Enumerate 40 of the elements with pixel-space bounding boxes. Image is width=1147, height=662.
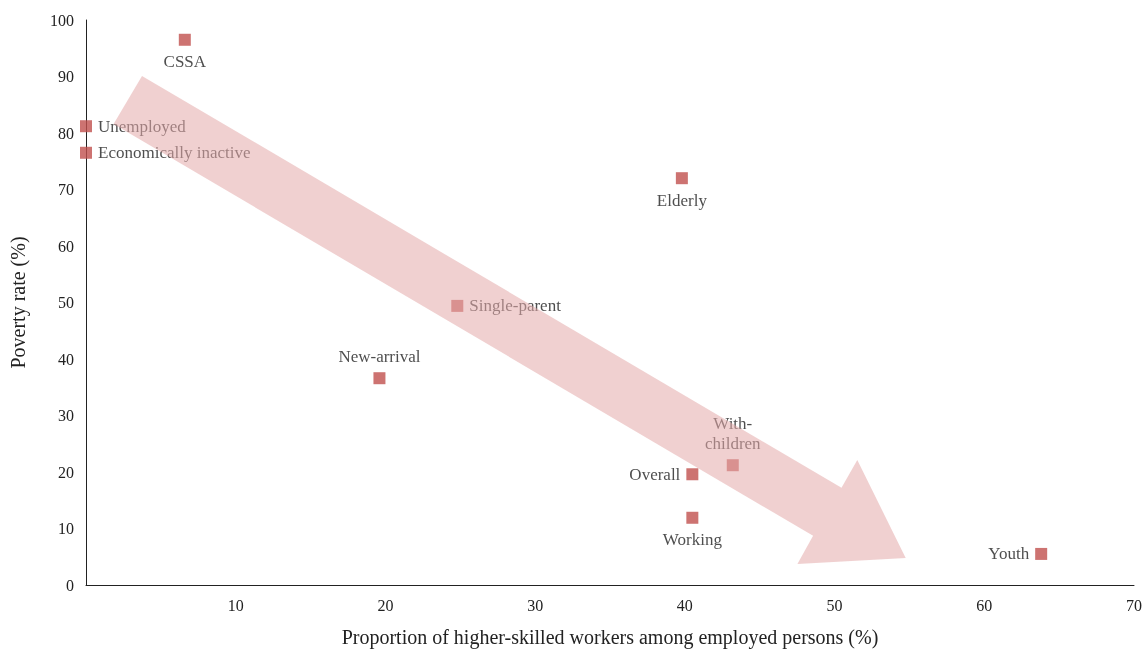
y-tick-label: 10 <box>58 520 74 537</box>
y-tick-label: 40 <box>58 350 74 368</box>
point <box>726 459 739 472</box>
annotation: Unemployed <box>98 116 187 136</box>
annotation: Elderly <box>656 190 708 210</box>
y-tick-label: 30 <box>58 407 74 424</box>
x-tick-label: 70 <box>1126 596 1142 614</box>
point <box>1035 547 1048 560</box>
x-tick-label: 60 <box>976 596 993 614</box>
point <box>686 468 699 481</box>
x-tick-label: 20 <box>377 596 394 614</box>
y-tick-label: 20 <box>58 463 74 481</box>
x-tick-label: 40 <box>676 596 693 614</box>
y-axis-title: Poverty rate (%) <box>7 236 30 369</box>
x-tick-label: 50 <box>826 596 843 614</box>
point <box>80 146 92 159</box>
y-tick-label: 70 <box>58 181 74 198</box>
annotation: New-arrival <box>338 346 421 366</box>
x-tick-label: 10 <box>227 596 244 614</box>
annotation: CSSA <box>163 52 207 72</box>
y-tick-label: 50 <box>58 294 74 311</box>
x-axis-title: Proportion of higher-skilled workers among employed persons (%) <box>341 626 879 649</box>
x-tick-label: 30 <box>527 596 544 614</box>
point <box>80 120 92 133</box>
annotation: Overall <box>629 464 681 484</box>
annotation: Youth <box>988 544 1030 564</box>
annotation: Single-parent <box>469 296 562 316</box>
point <box>686 511 699 524</box>
point <box>675 172 688 185</box>
point <box>373 372 386 385</box>
annotation: Economically inactive <box>98 143 251 163</box>
y-tick-label: 0 <box>66 576 74 594</box>
annotation: With- children <box>704 413 762 453</box>
y-tick-label: 60 <box>58 237 74 255</box>
point <box>451 299 464 312</box>
annotation: Working <box>662 530 723 550</box>
y-tick-label: 90 <box>58 68 74 85</box>
y-tick-label: 100 <box>50 11 74 29</box>
point <box>178 33 191 46</box>
y-tick-label: 80 <box>58 124 74 142</box>
